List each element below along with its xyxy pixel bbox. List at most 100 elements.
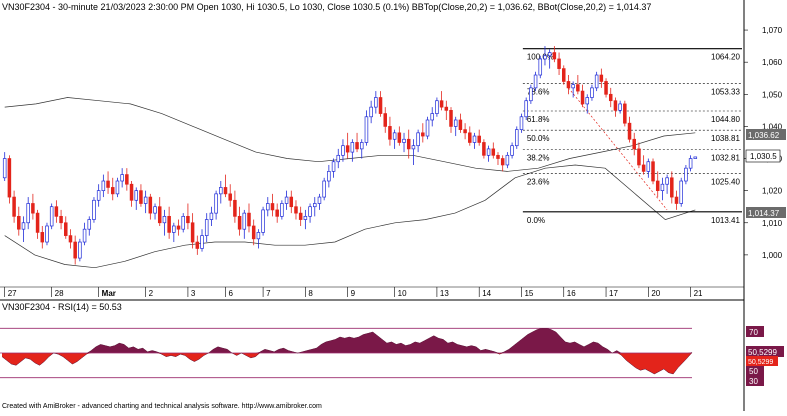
candle (101, 174, 106, 198)
candle-body (496, 154, 500, 159)
candle-body (383, 113, 387, 127)
candle (129, 181, 134, 207)
candle-body (359, 142, 364, 150)
candle-body (17, 215, 21, 230)
candle-body (125, 174, 129, 185)
candle (12, 190, 16, 223)
candle (110, 177, 115, 201)
candle-body (482, 142, 486, 156)
rsi-badge-70-text: 70 (749, 328, 758, 337)
candle (106, 171, 110, 194)
candle (120, 168, 124, 188)
candle-body (101, 180, 106, 191)
rsi-panel (0, 327, 693, 379)
candle-body (411, 145, 416, 150)
candle-body (392, 132, 397, 140)
fib-level-percent: 38.2% (527, 154, 550, 163)
candle-body (294, 206, 298, 214)
rsi-panel-title: VN30F2304 - RSI(14) = 50.53 (2, 302, 122, 312)
candle-body (515, 129, 519, 147)
fib-level-price: 1032.81 (711, 154, 740, 163)
candle (237, 206, 242, 236)
fib-level-price: 1013.41 (711, 216, 740, 225)
candle-body (355, 142, 359, 150)
x-tick-label: 16 (567, 289, 576, 298)
candle-body (627, 122, 632, 140)
candle (327, 164, 331, 188)
candle-body (233, 199, 237, 217)
candle (468, 126, 472, 146)
candle (571, 81, 575, 98)
bbtop-badge-text: 1,036.62 (748, 131, 780, 140)
candle-body (693, 156, 698, 159)
y-tick-label: 1,020 (762, 187, 783, 196)
candle-body (176, 225, 181, 230)
bbot-line (4, 164, 696, 269)
bollinger-bands (4, 97, 696, 269)
candle (613, 97, 618, 117)
candle-body (298, 212, 303, 220)
candle (134, 187, 139, 210)
candle-body (345, 145, 350, 153)
candle-body (204, 219, 209, 236)
x-tick-label: 2 (149, 289, 154, 298)
fib-level-percent: 23.6% (527, 177, 550, 186)
fib-level-price: 1038.81 (711, 134, 740, 143)
candle (45, 222, 49, 246)
y-tick-label: 1,010 (762, 219, 783, 228)
y-tick-label: 1,050 (762, 90, 783, 99)
candle (49, 203, 54, 230)
fib-level-price: 1053.33 (711, 88, 740, 97)
candle (402, 132, 406, 153)
candle-body (505, 154, 510, 166)
candle (186, 203, 190, 230)
price-badge: 1,030.5 (745, 149, 781, 163)
candle-body (21, 222, 26, 230)
candle-body (87, 219, 92, 230)
candle-body (214, 193, 218, 214)
x-tick-label: 13 (440, 289, 449, 298)
candle (303, 209, 308, 230)
candle-body (670, 177, 674, 198)
candle (219, 181, 223, 204)
candle-body (12, 196, 16, 217)
candle (21, 216, 26, 243)
candle-body (181, 215, 185, 230)
candle (195, 235, 200, 255)
candle (651, 158, 655, 185)
fib-level-price: 1025.40 (711, 177, 740, 186)
candle-body (209, 212, 214, 220)
candle (449, 107, 453, 133)
candle (383, 107, 387, 133)
candle (378, 91, 383, 117)
candle-body (491, 148, 496, 156)
candle-body (543, 55, 547, 60)
candle (472, 132, 477, 149)
candle (688, 155, 693, 172)
candle-body (449, 110, 453, 127)
candle (604, 78, 608, 98)
candle (679, 177, 683, 207)
candle-body (463, 129, 467, 134)
rsi-badge-70: 70 (746, 326, 764, 337)
candle-body (327, 171, 331, 182)
candle (233, 190, 237, 223)
fib-level-price: 1064.20 (711, 53, 740, 62)
candle-body (247, 212, 251, 227)
candle (35, 209, 40, 239)
candle-body (651, 161, 655, 182)
candle (684, 164, 688, 185)
candle (322, 177, 326, 201)
candle-body (157, 206, 162, 224)
candle-body (590, 87, 594, 98)
candle (524, 97, 528, 120)
candle (590, 84, 594, 101)
candle (139, 184, 143, 207)
candle (491, 142, 496, 159)
candle-body (313, 203, 317, 208)
candle-body (576, 84, 580, 92)
candle (148, 193, 153, 220)
price-badge-text: 1,030.5 (750, 152, 777, 161)
candle-body (49, 206, 54, 227)
candle-body (280, 203, 284, 217)
